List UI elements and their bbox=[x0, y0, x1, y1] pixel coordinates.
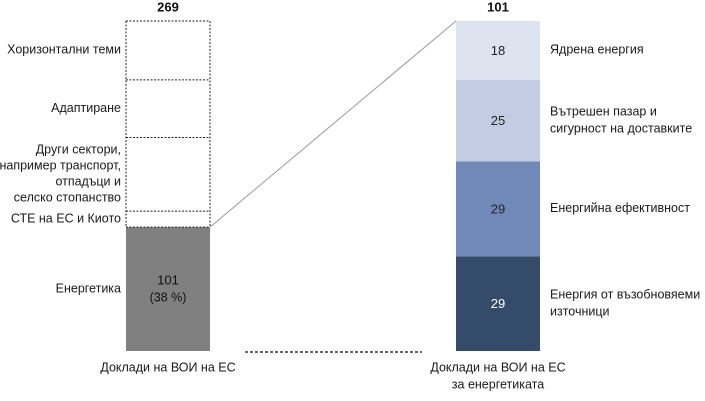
left-segment-label-3: Адаптиране bbox=[51, 101, 121, 115]
right-segment-label-1: Енергийна ефективност bbox=[550, 201, 690, 215]
right-segment-0 bbox=[456, 256, 540, 351]
right-segment-label-3: Ядрена енергия bbox=[550, 43, 644, 57]
left-segment-label-1: СТЕ на ЕС и Киото bbox=[11, 211, 121, 225]
connector-top bbox=[209, 20, 457, 228]
right-segment-value-1: 29 bbox=[491, 201, 505, 216]
left-segment-1 bbox=[126, 211, 210, 228]
right-segment-2 bbox=[456, 79, 540, 162]
right-bar-group: 29 Енергия от възобновяеми източници 29 Енер… bbox=[430, 0, 700, 391]
left-segment-3 bbox=[126, 79, 210, 138]
left-total-label: 269 bbox=[157, 0, 179, 14]
right-segment-value-0: 29 bbox=[491, 296, 505, 311]
right-segment-value-3: 18 bbox=[491, 43, 505, 58]
left-bar-group: Енергетика 101 (38 %) СТЕ на ЕС и Киото Друг… bbox=[0, 0, 236, 374]
right-segment-3 bbox=[456, 21, 540, 80]
left-segment-0 bbox=[126, 227, 210, 351]
right-segment-label-2: Вътрешен пазар и bbox=[550, 104, 657, 118]
left-category-label: Доклади на ВОИ на ЕС bbox=[100, 360, 235, 374]
right-segment-label-0: източници bbox=[550, 304, 610, 318]
left-segment-label-0: Енергетика bbox=[56, 281, 121, 295]
left-segment-value-0: 101 bbox=[157, 272, 179, 287]
left-segment-2 bbox=[126, 137, 210, 212]
right-segment-value-2: 25 bbox=[491, 113, 505, 128]
right-segment-label-0: Енергия от възобновяеми bbox=[550, 287, 700, 301]
left-segment-label-2: Други сектори, bbox=[36, 143, 121, 157]
right-segment-1 bbox=[456, 161, 540, 257]
right-category-label: за енергетиката bbox=[452, 377, 544, 391]
left-segment-share-0: (38 %) bbox=[150, 290, 187, 304]
left-segment-label-2: селско стопанство bbox=[14, 191, 121, 205]
left-segment-label-2: например транспорт, bbox=[0, 159, 121, 173]
left-segment-label-4: Хоризонтални теми bbox=[7, 43, 121, 57]
right-category-label: Доклади на ВОИ на ЕС bbox=[430, 360, 565, 374]
left-segment-label-2: отпадъци и bbox=[55, 175, 121, 189]
right-segment-label-2: сигурност на доставките bbox=[550, 121, 692, 135]
right-total-label: 101 bbox=[487, 0, 509, 14]
connector-lines bbox=[209, 20, 457, 228]
left-segment-4 bbox=[126, 21, 210, 80]
